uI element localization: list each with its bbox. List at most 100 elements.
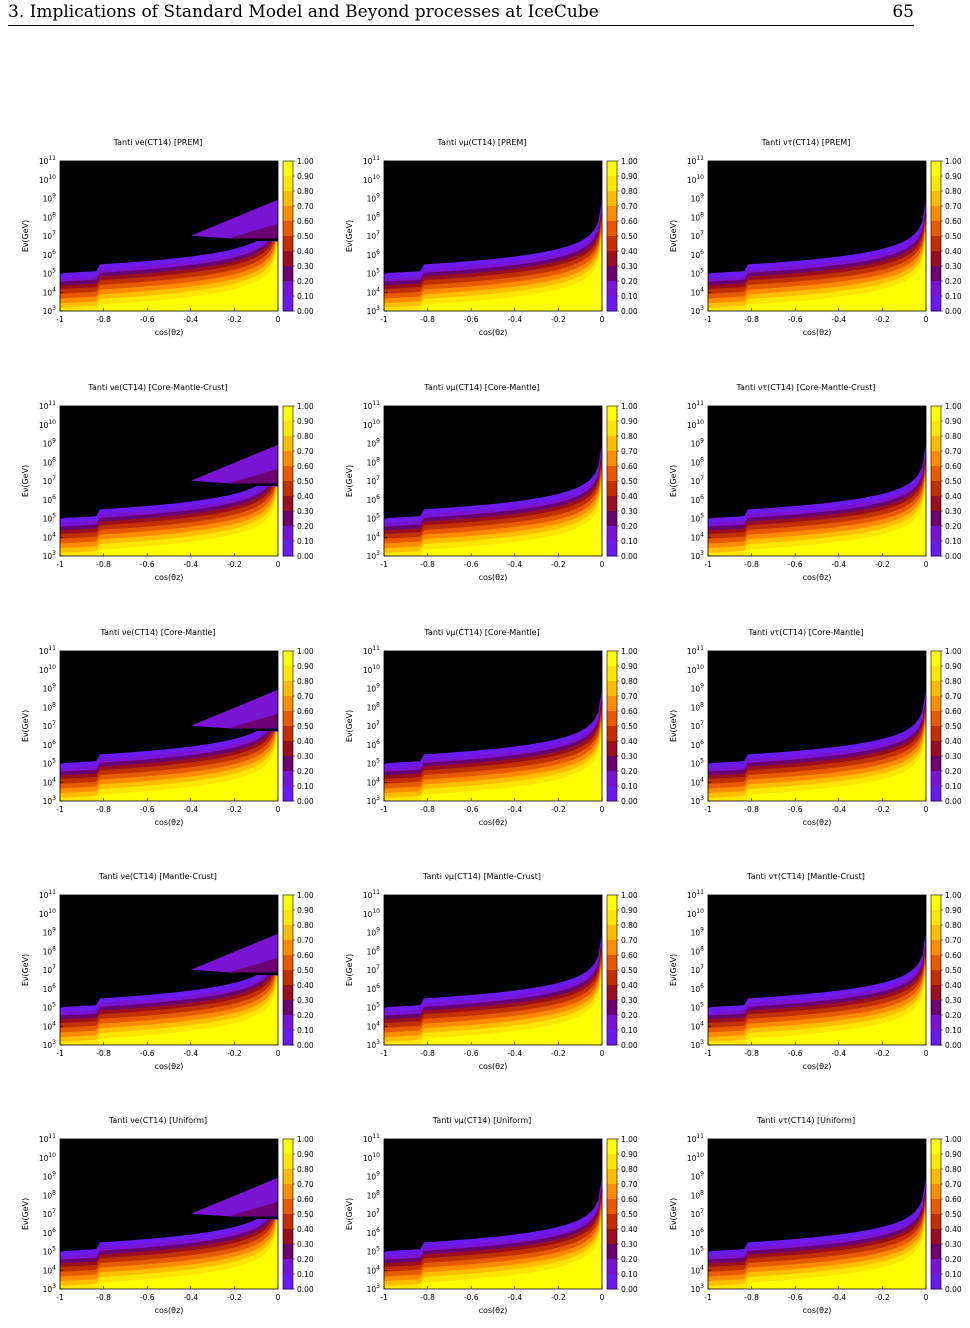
colorbar-label: 0.50 — [945, 1210, 962, 1219]
colorbar-swatch — [283, 1199, 293, 1215]
y-tick-label: 106 — [43, 739, 57, 750]
colorbar-label: 0.40 — [945, 981, 962, 990]
y-tick-label: 1011 — [687, 889, 704, 900]
colorbar-swatch — [931, 466, 941, 482]
colorbar-swatch — [283, 296, 293, 312]
colorbar-swatch — [607, 1274, 617, 1290]
y-tick-label: 105 — [367, 513, 381, 524]
colorbar-swatch — [931, 1139, 941, 1155]
x-tick-label: -0.6 — [140, 560, 155, 569]
y-tick-label: 105 — [367, 1002, 381, 1013]
colorbar-label: 0.80 — [297, 187, 314, 196]
colorbar-label: 0.30 — [621, 752, 638, 761]
x-tick-label: -1 — [704, 560, 712, 569]
colorbar-label: 1.00 — [945, 891, 962, 900]
colorbar-label: 0.70 — [621, 1180, 638, 1189]
y-tick-label: 104 — [367, 286, 381, 297]
colorbar-label: 0.00 — [621, 552, 638, 561]
contour-band — [708, 161, 926, 274]
colorbar-label: 0.10 — [621, 1026, 638, 1035]
chart-title: Tanti ντ(CT14) [PREM] — [761, 138, 851, 147]
colorbar-swatch — [607, 281, 617, 297]
y-tick-label: 108 — [43, 945, 57, 956]
colorbar-swatch — [607, 681, 617, 697]
x-tick-label: -0.4 — [183, 805, 198, 814]
x-tick-label: -0.2 — [875, 560, 890, 569]
y-tick-label: 103 — [43, 550, 57, 561]
x-tick-label: -0.4 — [831, 315, 846, 324]
contour-band — [384, 895, 602, 1008]
colorbar-swatch — [607, 451, 617, 467]
colorbar-swatch — [607, 925, 617, 941]
x-tick-label: -1 — [380, 805, 388, 814]
chart-panel: Tanti νe(CT14) [Uniform] -1 -0.8 -0.6 -0.4 -0… — [8, 1116, 314, 1326]
y-tick-label: 1010 — [39, 664, 56, 675]
colorbar-label: 0.10 — [945, 1026, 962, 1035]
colorbar-swatch — [607, 1030, 617, 1046]
colorbar-swatch — [931, 1184, 941, 1200]
y-tick-label: 109 — [43, 193, 57, 204]
colorbar-label: 1.00 — [621, 891, 638, 900]
colorbar-swatch — [283, 161, 293, 177]
y-tick-label: 109 — [367, 1171, 381, 1182]
colorbar-swatch — [931, 436, 941, 452]
colorbar-label: 0.50 — [945, 477, 962, 486]
colorbar-label: 0.10 — [297, 1026, 314, 1035]
y-axis-label: Eν(GeV) — [669, 1198, 678, 1230]
chart-panel: Tanti νμ(CT14) [PREM] -1 -0.8 -0.6 -0.4 -0.2 0… — [332, 138, 638, 348]
x-axis-label: cos(θz) — [155, 1062, 184, 1071]
heatmap-svg: -1 -0.8 -0.6 -0.4 -0.2 0 103 104 105 106 107 108 109… — [669, 889, 962, 1071]
colorbar-swatch — [607, 436, 617, 452]
x-tick-label: -0.6 — [464, 560, 479, 569]
y-tick-label: 106 — [43, 494, 57, 505]
colorbar-label: 0.40 — [621, 981, 638, 990]
colorbar-label: 0.40 — [945, 492, 962, 501]
colorbar-label: 0.00 — [297, 1041, 314, 1050]
colorbar-swatch — [607, 726, 617, 742]
x-tick-label: -1 — [704, 1049, 712, 1058]
chart-title: Tanti νμ(CT14) [Uniform] — [432, 1116, 532, 1125]
y-tick-label: 1010 — [687, 908, 704, 919]
colorbar-label: 0.70 — [621, 447, 638, 456]
colorbar-label: 0.80 — [297, 677, 314, 686]
y-tick-label: 105 — [43, 1002, 57, 1013]
colorbar-label: 0.10 — [297, 1270, 314, 1279]
colorbar-label: 0.10 — [297, 292, 314, 301]
x-tick-label: -1 — [704, 805, 712, 814]
colorbar-label: 0.90 — [297, 1150, 314, 1159]
y-axis-label: Eν(GeV) — [21, 710, 30, 742]
heatmap-svg: -1 -0.8 -0.6 -0.4 -0.2 0 103 104 105 106 107 108 109… — [21, 645, 314, 827]
colorbar-swatch — [607, 955, 617, 971]
colorbar-label: 0.20 — [297, 767, 314, 776]
contour-band — [384, 1139, 602, 1252]
y-tick-label: 109 — [691, 193, 705, 204]
colorbar-swatch — [283, 1015, 293, 1031]
colorbar-label: 0.00 — [945, 552, 962, 561]
y-axis-label: Eν(GeV) — [669, 954, 678, 986]
x-tick-label: -1 — [380, 1049, 388, 1058]
contour-band — [60, 895, 278, 1008]
colorbar-swatch — [931, 1030, 941, 1046]
colorbar-swatch — [283, 726, 293, 742]
y-tick-label: 108 — [691, 211, 705, 222]
x-tick-label: -0.2 — [227, 1049, 242, 1058]
y-tick-label: 1010 — [39, 419, 56, 430]
colorbar-label: 0.20 — [297, 522, 314, 531]
chart-title: Tanti νe(CT14) [Uniform] — [108, 1116, 208, 1125]
y-tick-label: 109 — [43, 438, 57, 449]
colorbar-swatch — [607, 910, 617, 926]
colorbar-label: 0.70 — [297, 692, 314, 701]
x-tick-label: -0.4 — [831, 1049, 846, 1058]
x-tick-label: -0.4 — [507, 560, 522, 569]
colorbar-label: 0.30 — [945, 262, 962, 271]
colorbar-label: 0.70 — [297, 202, 314, 211]
y-tick-label: 106 — [367, 494, 381, 505]
colorbar-swatch — [283, 176, 293, 192]
x-tick-label: -0.6 — [140, 805, 155, 814]
heatmap-svg: -1 -0.8 -0.6 -0.4 -0.2 0 103 104 105 106 107 108 109… — [669, 155, 962, 337]
y-tick-label: 103 — [367, 550, 381, 561]
y-tick-label: 106 — [367, 983, 381, 994]
y-tick-label: 106 — [691, 1227, 705, 1238]
colorbar-label: 0.60 — [945, 951, 962, 960]
colorbar-label: 1.00 — [945, 402, 962, 411]
